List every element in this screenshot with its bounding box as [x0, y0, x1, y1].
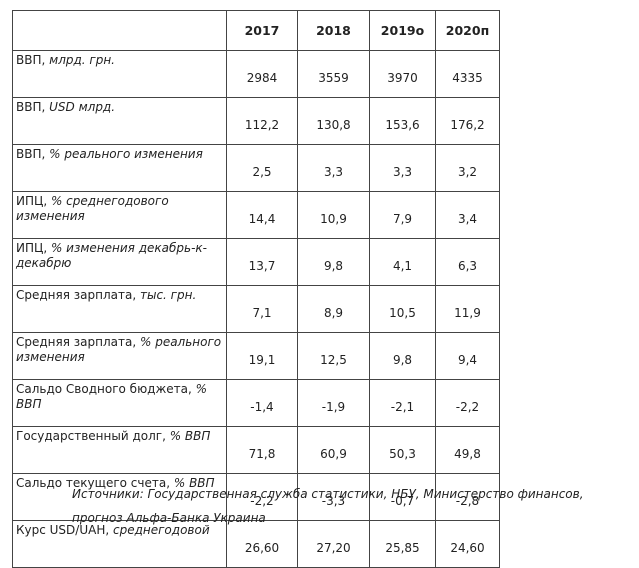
- row-label-cell: Средняя зарплата, тыс. грн.: [12, 285, 227, 333]
- row-label-cell: ВВП, USD млрд.: [12, 97, 227, 145]
- row-label: Государственный долг,: [16, 429, 166, 443]
- value-cell: 9,4: [435, 332, 500, 380]
- row-label: ИПЦ,: [16, 194, 48, 208]
- table-row: Средняя зарплата, тыс. грн. 7,1 8,9 10,5 11,…: [12, 285, 500, 333]
- row-label: ВВП,: [16, 100, 46, 114]
- value-cell: 19,1: [226, 332, 298, 380]
- row-label: Сальдо Сводного бюджета,: [16, 382, 192, 396]
- value-cell: 3,2: [435, 144, 500, 192]
- page: {"table":{"columns":["2017","2018","2019…: [12, 10, 584, 568]
- value-cell: 112,2: [226, 97, 298, 145]
- value-cell: -2,2: [226, 473, 298, 521]
- row-label: Средняя зарплата,: [16, 288, 137, 302]
- value-cell: 130,8: [297, 97, 370, 145]
- value-cell: 3,3: [369, 144, 436, 192]
- value-cell: -2,1: [369, 379, 436, 427]
- row-unit: среднегодовой: [113, 523, 210, 537]
- row-label-cell: Государственный долг, % ВВП: [12, 426, 227, 474]
- value-cell: 3970: [369, 50, 436, 98]
- row-unit: млрд. грн.: [49, 53, 115, 67]
- row-label: Сальдо текущего счета,: [16, 476, 171, 490]
- table-row: ИПЦ, % изменения декабрь-к-декабрю 13,7 9,…: [12, 238, 500, 286]
- row-unit: % ВВП: [173, 476, 215, 490]
- value-cell: -3,3: [297, 473, 370, 521]
- value-cell: 8,9: [297, 285, 370, 333]
- row-label-cell: ИПЦ, % изменения декабрь-к-декабрю: [12, 238, 227, 286]
- table-row: Сальдо Сводного бюджета, % ВВП -1,4 -1,9 -2…: [12, 379, 500, 427]
- value-cell: 176,2: [435, 97, 500, 145]
- table-row: ВВП, % реального изменения 2,5 3,3 3,3 3,2: [12, 144, 500, 192]
- row-label-cell: ИПЦ, % среднегодового изменения: [12, 191, 227, 239]
- table-row: Средняя зарплата, % реального изменения 1…: [12, 332, 500, 380]
- value-cell: 7,1: [226, 285, 298, 333]
- value-cell: 11,9: [435, 285, 500, 333]
- value-cell: 71,8: [226, 426, 298, 474]
- table-row: Государственный долг, % ВВП 71,8 60,9 50,3 4…: [12, 426, 500, 474]
- row-label: Средняя зарплата,: [16, 335, 137, 349]
- value-cell: -2,8: [435, 473, 500, 521]
- row-unit: тыс. грн.: [139, 288, 197, 302]
- row-label: ИПЦ,: [16, 241, 48, 255]
- value-cell: 49,8: [435, 426, 500, 474]
- row-unit: % реального изменения: [16, 335, 222, 364]
- value-cell: 10,5: [369, 285, 436, 333]
- table-row: ВВП, USD млрд. 112,2 130,8 153,6 176,2: [12, 97, 500, 145]
- row-unit: % реального изменения: [49, 147, 203, 161]
- value-cell: 4335: [435, 50, 500, 98]
- row-unit: USD млрд.: [49, 100, 116, 114]
- value-cell: 3559: [297, 50, 370, 98]
- value-cell: -2,2: [435, 379, 500, 427]
- row-label-cell: ВВП, % реального изменения: [12, 144, 227, 192]
- value-cell: 9,8: [297, 238, 370, 286]
- value-cell: -0,7: [369, 473, 436, 521]
- row-label-cell: Сальдо Сводного бюджета, % ВВП: [12, 379, 227, 427]
- value-cell: -1,4: [226, 379, 298, 427]
- column-header: 2020п: [435, 10, 500, 51]
- value-cell: 2984: [226, 50, 298, 98]
- value-cell: 3,4: [435, 191, 500, 239]
- row-unit: % изменения декабрь-к-декабрю: [16, 241, 207, 270]
- value-cell: 13,7: [226, 238, 298, 286]
- row-unit: % ВВП: [16, 382, 208, 411]
- value-cell: 12,5: [297, 332, 370, 380]
- value-cell: 9,8: [369, 332, 436, 380]
- value-cell: 4,1: [369, 238, 436, 286]
- row-unit: % среднегодового изменения: [16, 194, 169, 223]
- row-label: ВВП,: [16, 53, 46, 67]
- value-cell: 10,9: [297, 191, 370, 239]
- table-row: ВВП, млрд. грн. 2984 3559 3970 4335: [12, 50, 500, 98]
- value-cell: 153,6: [369, 97, 436, 145]
- column-header: 2018: [297, 10, 370, 51]
- row-unit: % ВВП: [169, 429, 211, 443]
- value-cell: 14,4: [226, 191, 298, 239]
- row-label-cell: ВВП, млрд. грн.: [12, 50, 227, 98]
- row-label-cell: Средняя зарплата, % реального изменения: [12, 332, 227, 380]
- value-cell: 50,3: [369, 426, 436, 474]
- value-cell: 3,3: [297, 144, 370, 192]
- value-cell: 2,5: [226, 144, 298, 192]
- header-row: 2017 2018 2019о 2020п: [12, 10, 500, 51]
- column-header: 2017: [226, 10, 298, 51]
- table-row: Сальдо текущего счета, % ВВП -2,2 -3,3 -0,7…: [12, 473, 500, 521]
- value-cell: 7,9: [369, 191, 436, 239]
- source-note: Источники: Государственная служба статис…: [72, 487, 584, 525]
- column-header: 2019о: [369, 10, 436, 51]
- value-cell: -1,9: [297, 379, 370, 427]
- value-cell: 6,3: [435, 238, 500, 286]
- row-label: ВВП,: [16, 147, 46, 161]
- row-label-cell: Сальдо текущего счета, % ВВП: [12, 473, 227, 521]
- row-label: Курс USD/UAH,: [16, 523, 110, 537]
- table-row: ИПЦ, % среднегодового изменения 14,4 10,9 7…: [12, 191, 500, 239]
- corner: [12, 10, 227, 51]
- value-cell: 60,9: [297, 426, 370, 474]
